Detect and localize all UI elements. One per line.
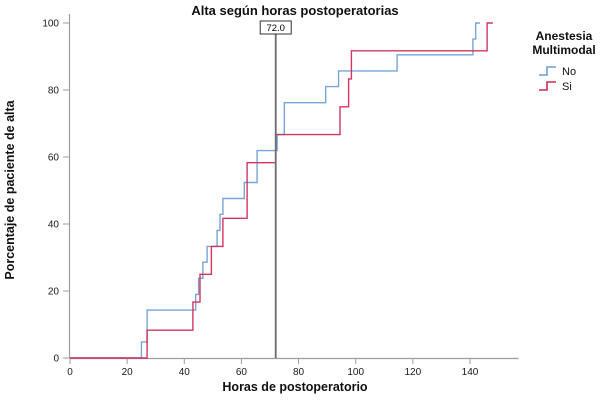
x-tick-label: 120 [405,367,422,378]
x-tick-label: 100 [347,367,364,378]
chart-title: Alta según horas postoperatorias [191,3,398,18]
legend-title-line1: Anestesia [536,29,593,43]
legend-title-line2: Multimodal [532,43,595,57]
y-tick-label: 100 [42,19,59,30]
legend: Anestesia Multimodal No Si [532,29,595,93]
legend-entry-si: Si [539,81,572,93]
legend-entry-no: No [539,66,576,78]
y-tick-label: 60 [48,153,60,164]
y-tick-label: 80 [48,86,60,97]
axes-layer: 0 20 40 60 80 100 120 140 0 20 40 60 80 100 [42,14,519,378]
y-tick-label: 40 [48,220,60,231]
x-tick-label: 40 [179,367,191,378]
y-axis-label: Porcentaje de paciente de alta [3,99,17,279]
legend-label-si: Si [562,81,572,93]
legend-step-glyph-no [539,66,556,76]
x-tick-label: 140 [462,367,479,378]
legend-label-no: No [562,66,576,78]
legend-step-glyph-si [539,81,556,91]
y-tick-label: 20 [48,287,60,298]
series-line-no [70,22,480,359]
x-tick-label: 0 [67,367,73,378]
x-tick-label: 80 [293,367,305,378]
reference-line-label-box [259,20,292,35]
series-layer [70,22,493,359]
series-line-si [70,22,493,359]
x-tick-label: 20 [122,367,134,378]
y-tick-label: 0 [53,354,59,365]
x-axis-label: Horas de postoperatorio [222,380,368,394]
x-tick-label: 60 [236,367,248,378]
reference-line-label: 72.0 [266,23,285,34]
